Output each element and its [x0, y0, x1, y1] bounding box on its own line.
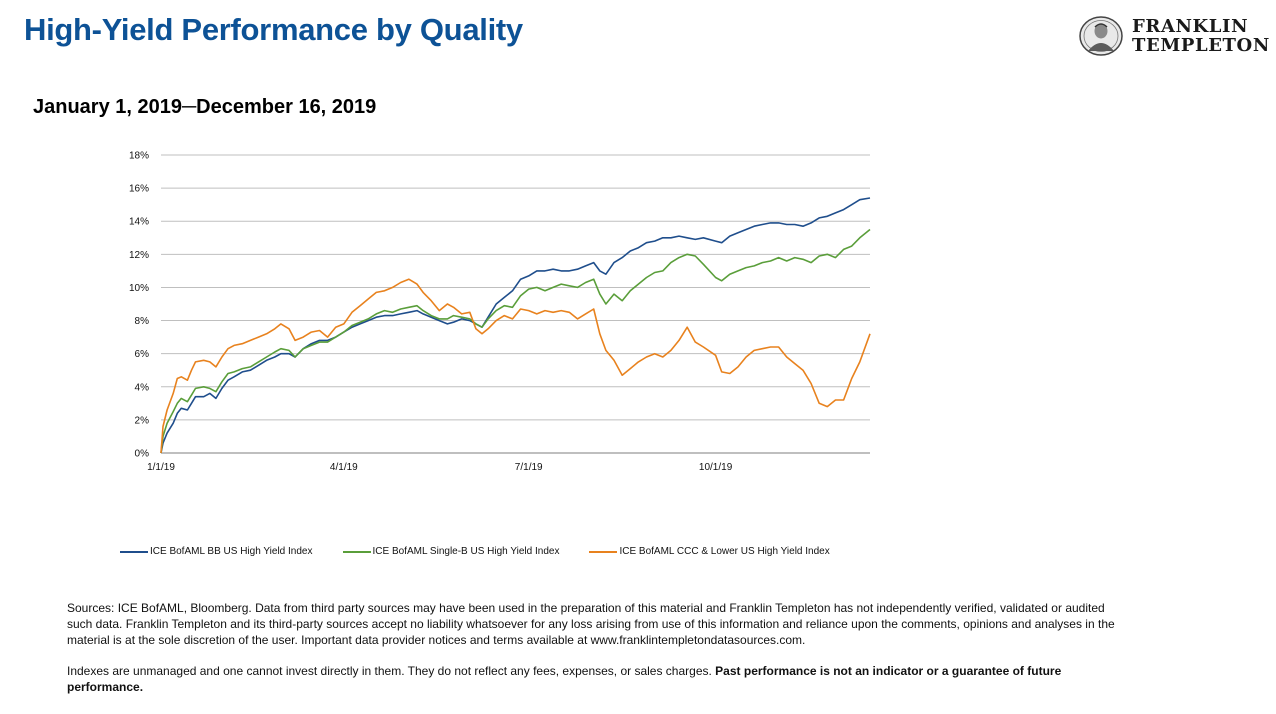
legend-swatch — [589, 550, 618, 553]
y-tick-label: 18% — [129, 151, 149, 162]
page-title: High-Yield Performance by Quality — [24, 12, 523, 47]
y-tick-label: 2% — [135, 415, 150, 426]
x-tick-label: 10/1/19 — [699, 462, 733, 473]
chart-legend: ICE BofAML BB US High Yield Index ICE Bof… — [120, 546, 900, 557]
disclaimer-bold-text: Past performance is not an indicator or … — [67, 664, 1062, 694]
y-tick-label: 14% — [129, 217, 149, 228]
disclaimer-note: Indexes are unmanaged and one cannot inv… — [67, 663, 1117, 695]
y-tick-label: 0% — [135, 449, 150, 460]
y-tick-label: 16% — [129, 184, 149, 195]
y-tick-label: 6% — [135, 349, 150, 360]
x-tick-label: 1/1/19 — [147, 462, 175, 473]
series-line-2 — [160, 228, 871, 454]
legend-swatch — [342, 550, 371, 553]
series-line-3 — [160, 278, 871, 454]
x-tick-label: 4/1/19 — [330, 462, 358, 473]
y-tick-label: 12% — [129, 250, 149, 261]
footnotes: Sources: ICE BofAML, Bloomberg. Data fro… — [67, 600, 1117, 710]
legend-item-2: ICE BofAML Single-B US High Yield Index — [342, 546, 560, 557]
franklin-templeton-logo: FRANKLIN TEMPLETON — [1078, 14, 1270, 58]
logo-line-1: FRANKLIN — [1132, 16, 1249, 37]
legend-item-3: ICE BofAML CCC & Lower US High Yield Ind… — [589, 546, 830, 557]
y-tick-label: 4% — [135, 382, 150, 393]
benjamin-franklin-portrait-icon — [1079, 16, 1123, 56]
sources-note: Sources: ICE BofAML, Bloomberg. Data fro… — [67, 601, 1115, 647]
disclaimer-text: Indexes are unmanaged and one cannot inv… — [67, 664, 712, 678]
y-tick-label: 10% — [129, 283, 149, 294]
legend-label: ICE BofAML BB US High Yield Index — [150, 546, 313, 557]
line-chart: 0% 2% 4% 6% 8% 10% 12% 14% 16% 18% 1/1/19 4/1/19 7/… — [129, 151, 871, 473]
legend-swatch — [120, 550, 148, 553]
series-line-1 — [160, 197, 871, 454]
legend-label: ICE BofAML CCC & Lower US High Yield Ind… — [619, 546, 830, 557]
chart-date-range: January 1, 2019─December 16, 2019 — [33, 96, 377, 118]
legend-item-1: ICE BofAML BB US High Yield Index — [120, 546, 313, 557]
y-tick-label: 8% — [135, 316, 150, 327]
x-tick-label: 7/1/19 — [515, 462, 543, 473]
logo-line-2: TEMPLETON — [1132, 35, 1270, 56]
legend-label: ICE BofAML Single-B US High Yield Index — [372, 546, 560, 557]
